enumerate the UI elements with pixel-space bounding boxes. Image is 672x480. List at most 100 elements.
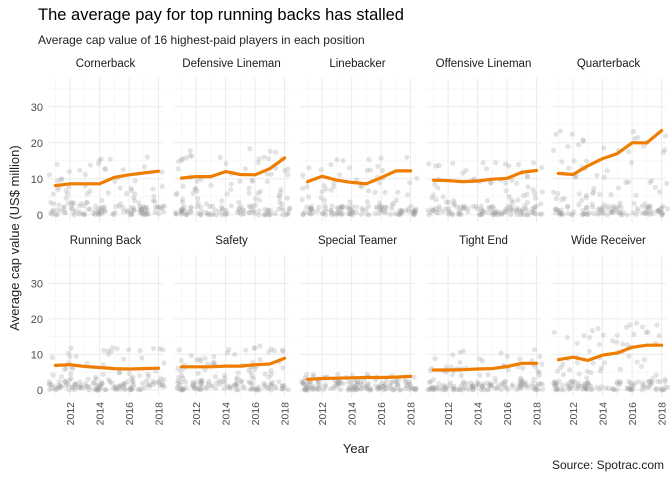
player-point [523, 381, 529, 387]
player-point [249, 207, 255, 213]
player-point [645, 384, 652, 390]
player-point [72, 382, 78, 388]
player-point [316, 383, 322, 389]
player-point [336, 380, 342, 386]
player-point [532, 190, 538, 197]
player-point [555, 190, 561, 197]
player-point [488, 382, 494, 388]
player-point [364, 167, 370, 173]
player-point [228, 203, 234, 209]
player-point [638, 364, 645, 370]
player-point [660, 203, 666, 209]
player-point [269, 382, 275, 388]
player-point [583, 386, 589, 392]
player-point [555, 208, 561, 214]
player-point [426, 387, 433, 393]
player-point [319, 189, 325, 195]
x-tick-label: 2012 [191, 402, 203, 426]
player-point [219, 206, 225, 212]
average-line-special-teamer [305, 374, 413, 381]
player-point [626, 353, 632, 359]
player-point [322, 382, 329, 388]
player-point [490, 212, 496, 218]
player-point [646, 378, 652, 384]
player-point [313, 385, 319, 391]
player-point [515, 161, 522, 168]
player-point [499, 211, 505, 217]
player-point [95, 387, 101, 393]
player-point [141, 212, 147, 218]
player-point [255, 159, 261, 166]
player-point [72, 384, 78, 390]
player-point [374, 205, 380, 211]
player-point [389, 206, 395, 212]
player-point [395, 383, 401, 389]
player-point [102, 208, 108, 214]
player-point [618, 204, 624, 210]
player-point [514, 180, 520, 186]
player-point [364, 384, 370, 390]
player-point [398, 209, 404, 215]
player-point [219, 198, 225, 204]
player-point [456, 210, 462, 216]
player-point [354, 387, 360, 393]
player-point [246, 190, 252, 196]
player-point [266, 385, 272, 392]
player-point [334, 210, 340, 216]
player-point [470, 204, 476, 210]
player-point [264, 178, 270, 185]
player-point [507, 203, 513, 209]
player-point [634, 205, 640, 211]
average-line-offensive-lineman [431, 168, 539, 184]
player-point [491, 206, 497, 212]
player-point [189, 153, 195, 159]
player-point [395, 189, 401, 195]
player-point [188, 204, 194, 210]
player-point [184, 211, 190, 217]
player-point [129, 387, 135, 393]
player-point [581, 211, 587, 217]
player-point [524, 174, 531, 180]
player-point [210, 211, 216, 217]
player-point [137, 386, 143, 393]
player-point [372, 211, 378, 217]
player-point [568, 379, 574, 385]
player-point [249, 386, 255, 392]
player-point [90, 380, 96, 386]
player-point [587, 334, 593, 341]
player-point [450, 198, 457, 204]
player-point [478, 206, 484, 212]
player-point [116, 384, 122, 390]
player-point [175, 365, 181, 372]
player-point [407, 382, 413, 388]
player-point [518, 209, 524, 216]
player-point [224, 383, 230, 389]
player-point [436, 204, 442, 210]
player-point [117, 382, 123, 388]
x-tick-label: 2018 [657, 402, 669, 426]
player-point [192, 185, 198, 191]
player-point [159, 382, 165, 388]
player-point [127, 387, 133, 393]
player-point [81, 203, 87, 209]
player-point [138, 206, 145, 212]
player-point [480, 387, 487, 393]
player-point [518, 212, 524, 218]
player-point [409, 385, 415, 391]
player-point [532, 347, 538, 353]
player-point [363, 386, 370, 392]
player-point [53, 211, 60, 218]
player-point [349, 382, 355, 388]
player-point [130, 205, 136, 211]
player-point [137, 208, 143, 214]
player-point [597, 210, 603, 216]
player-point [481, 209, 487, 215]
player-point [653, 385, 659, 391]
player-point [399, 208, 405, 214]
player-point [380, 383, 386, 389]
player-point [216, 208, 222, 215]
player-point [649, 380, 655, 386]
player-point [192, 386, 199, 392]
player-point [183, 385, 189, 391]
player-point [620, 209, 626, 215]
